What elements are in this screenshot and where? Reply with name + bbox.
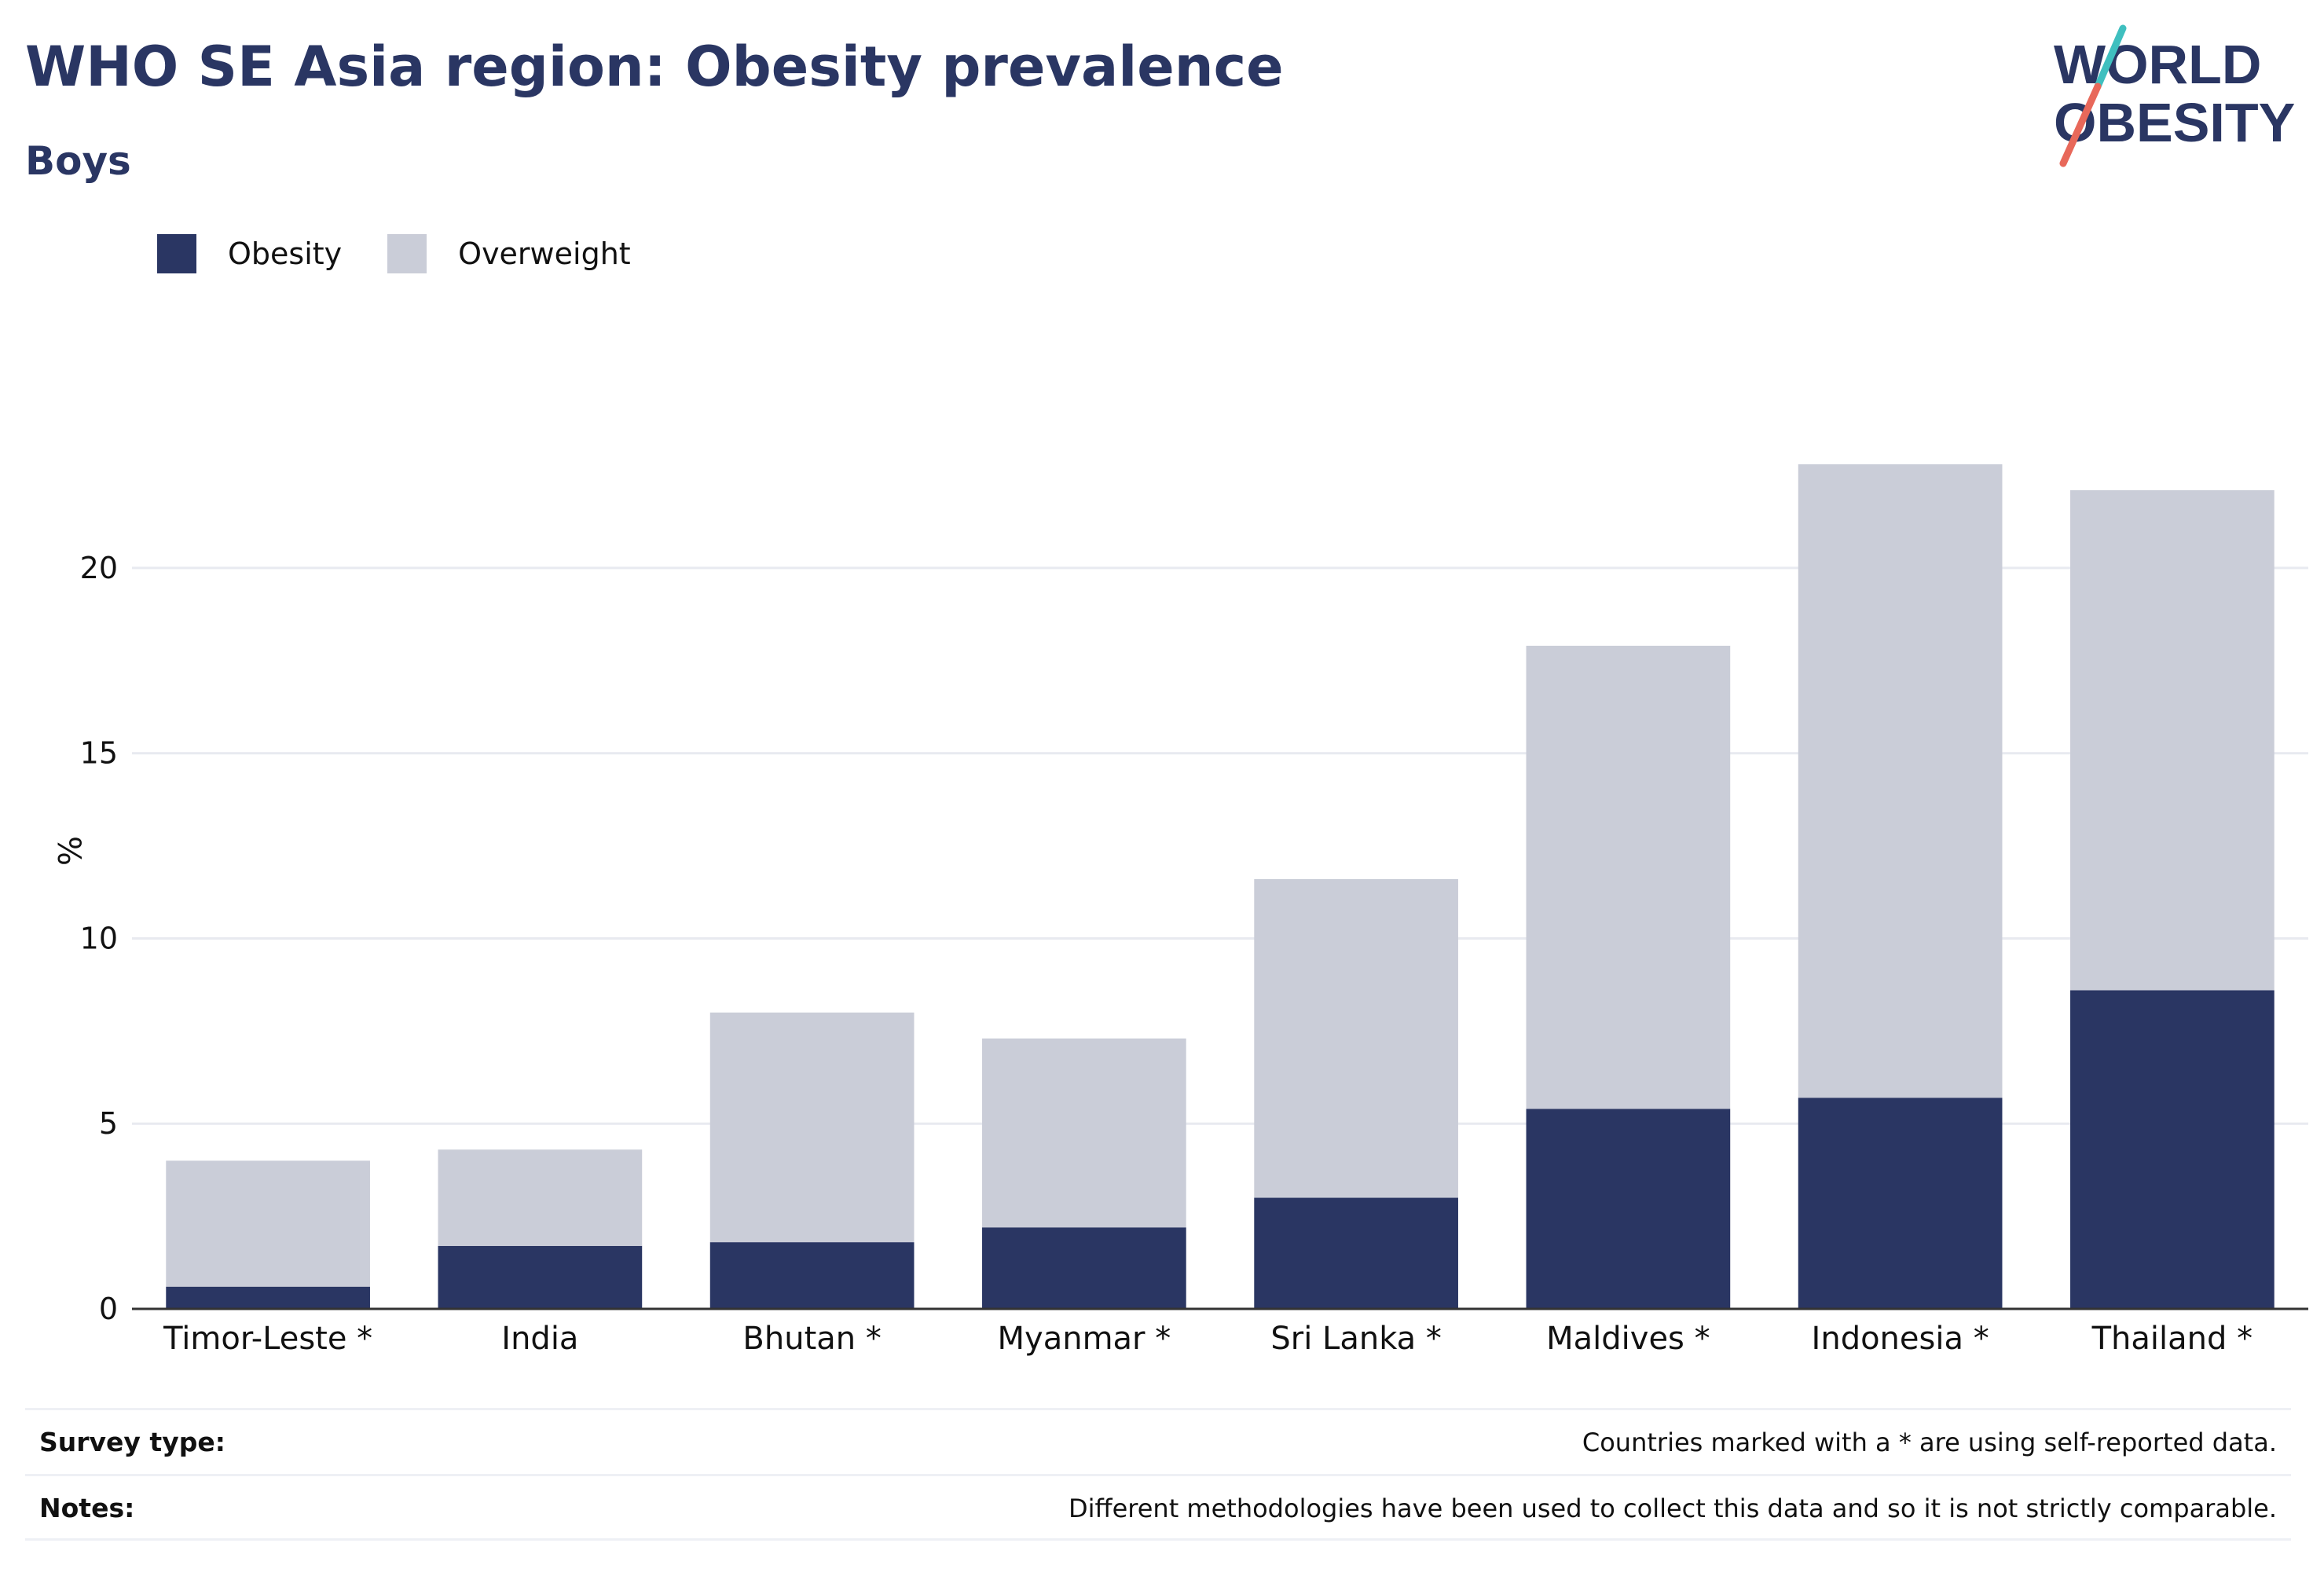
notes-text: Different methodologies have been used t…	[1069, 1493, 2277, 1523]
bar-obesity-7	[2070, 990, 2275, 1309]
logo-text-line1: WORLD	[2054, 34, 2261, 95]
survey-type-text: Countries marked with a * are using self…	[1582, 1427, 2277, 1457]
bar-obesity-5	[1526, 1109, 1731, 1309]
x-tick-label-3: Myanmar *	[998, 1321, 1171, 1357]
logo-slash-bottom	[2059, 82, 2102, 167]
bar-obesity-0	[166, 1286, 370, 1309]
x-tick-label-7: Thailand *	[2091, 1321, 2253, 1357]
y-axis-label: %	[50, 836, 86, 866]
y-tick-label-10: 10	[80, 921, 118, 955]
bar-obesity-4	[1254, 1197, 1458, 1309]
bar-overweight-0	[166, 1160, 370, 1287]
bar-obesity-1	[438, 1245, 643, 1309]
y-tick-label-5: 5	[99, 1106, 118, 1141]
legend-item-obesity[interactable]: Obesity	[157, 234, 342, 273]
footer-survey-type-row: Survey type: Countries marked with a * a…	[25, 1408, 2291, 1474]
footer-notes-row: Notes: Different methodologies have been…	[25, 1474, 2291, 1540]
legend-item-overweight[interactable]: Overweight	[387, 234, 631, 273]
bar-overweight-1	[438, 1149, 643, 1246]
bar-overweight-7	[2070, 489, 2275, 991]
x-tick-label-2: Bhutan *	[742, 1321, 881, 1357]
chart-legend: Obesity Overweight	[157, 233, 676, 274]
y-tick-label-15: 15	[80, 736, 118, 771]
bar-obesity-6	[1798, 1098, 2003, 1309]
bar-overweight-5	[1526, 645, 1731, 1109]
logo-slash-top	[2094, 24, 2127, 90]
world-obesity-logo: WORLD OBESITY	[2054, 24, 2295, 167]
legend-label-overweight: Overweight	[458, 236, 631, 271]
y-tick-label-20: 20	[80, 551, 118, 585]
x-tick-label-4: Sri Lanka *	[1270, 1321, 1442, 1357]
bar-obesity-3	[982, 1227, 1186, 1309]
y-tick-label-0: 0	[99, 1292, 118, 1326]
bar-overweight-3	[982, 1038, 1186, 1228]
legend-swatch-obesity	[157, 234, 196, 273]
chart-title: WHO SE Asia region: Obesity prevalence	[25, 35, 1284, 99]
bar-overweight-4	[1254, 879, 1458, 1198]
x-tick-label-1: India	[501, 1321, 578, 1357]
notes-label: Notes:	[39, 1493, 135, 1523]
footer-divider	[25, 1538, 2291, 1541]
x-tick-label-6: Indonesia *	[1812, 1321, 1989, 1357]
legend-swatch-overweight	[387, 234, 427, 273]
x-tick-label-5: Maldives *	[1546, 1321, 1710, 1357]
bar-overweight-6	[1798, 464, 2003, 1098]
survey-type-label: Survey type:	[39, 1427, 225, 1457]
legend-label-obesity: Obesity	[228, 236, 343, 271]
bar-obesity-2	[709, 1242, 915, 1309]
chart-subtitle: Boys	[25, 138, 131, 184]
bar-overweight-2	[709, 1012, 915, 1243]
x-tick-label-0: Timor-Leste *	[163, 1321, 372, 1357]
